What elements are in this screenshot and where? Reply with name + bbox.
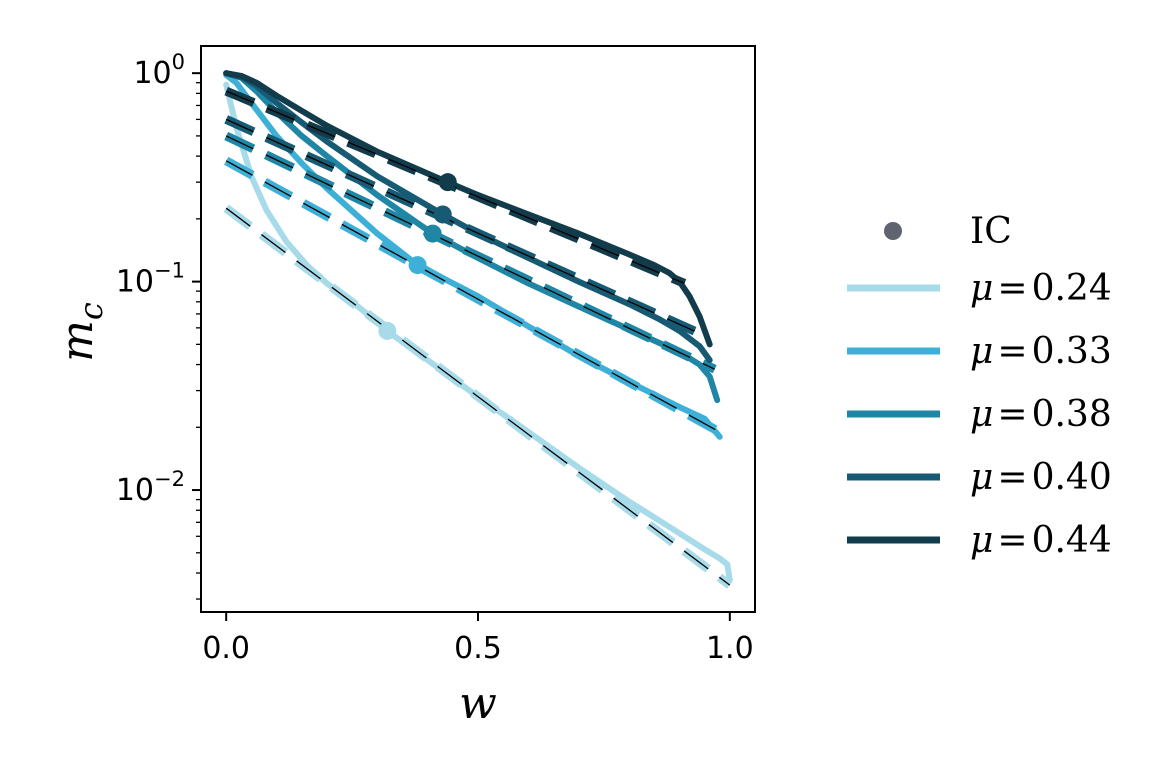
legend-item-4: μ = 0.44	[847, 520, 1112, 561]
legend-mu-3: μ	[970, 457, 993, 498]
series-2	[223, 70, 721, 404]
legend-item-2: μ = 0.38	[847, 394, 1112, 435]
legend-item-3: μ = 0.40	[847, 457, 1112, 498]
legend-ic-marker	[884, 222, 902, 240]
legend-item-0: μ = 0.24	[847, 268, 1112, 309]
fit-line-0	[225, 207, 731, 586]
fit-line-1	[225, 160, 721, 433]
ic-point-1	[408, 256, 427, 275]
y-tick-base-1: 10	[116, 265, 154, 300]
y-axis-label-main: m	[52, 320, 103, 362]
legend: ICμ = 0.24μ = 0.33μ = 0.38μ = 0.40μ = 0.44	[847, 211, 1112, 561]
y-tick-exp-0: 0	[172, 50, 185, 74]
legend-ic-label: IC	[970, 211, 1012, 252]
legend-value-3: 0.40	[1032, 457, 1112, 498]
legend-mu-1: μ	[970, 331, 993, 372]
legend-label-2: μ = 0.38	[970, 394, 1112, 435]
legend-label-0: μ = 0.24	[970, 268, 1112, 309]
legend-mu-4: μ	[970, 520, 993, 561]
y-tick-label-1: 10−1	[116, 259, 185, 300]
ic-point-4	[438, 173, 457, 192]
fit-line-4	[225, 90, 685, 284]
ic-point-2	[423, 224, 442, 243]
series-1	[223, 72, 723, 440]
y-tick-base-0: 10	[133, 56, 171, 91]
legend-mu-0: μ	[970, 268, 993, 309]
y-tick-label-2: 10−2	[116, 467, 185, 508]
y-tick-label-0: 100	[133, 50, 185, 91]
x-tick-label-2: 1.0	[706, 631, 754, 666]
legend-value-2: 0.38	[1032, 394, 1112, 435]
legend-eq-1: =	[997, 331, 1027, 372]
legend-eq-2: =	[997, 394, 1027, 435]
fit-line-2	[225, 135, 715, 370]
legend-mu-2: μ	[970, 394, 993, 435]
legend-label-4: μ = 0.44	[970, 520, 1112, 561]
svg-text:mc: mc	[52, 302, 110, 362]
x-tick-label-1: 0.5	[454, 631, 502, 666]
series-4	[223, 70, 713, 348]
legend-eq-0: =	[997, 268, 1027, 309]
x-axis-label: w	[459, 678, 497, 729]
legend-value-0: 0.24	[1032, 268, 1112, 309]
legend-value-4: 0.44	[1032, 520, 1112, 561]
series-layer	[223, 70, 733, 589]
series-line-3	[223, 70, 713, 364]
ic-point-3	[433, 205, 452, 224]
legend-label-3: μ = 0.40	[970, 457, 1112, 498]
y-tick-exp-1: −1	[154, 259, 185, 283]
legend-item-ic: IC	[884, 211, 1012, 252]
x-tick-label-0: 0.0	[202, 631, 250, 666]
legend-item-1: μ = 0.33	[847, 331, 1112, 372]
legend-label-1: μ = 0.33	[970, 331, 1112, 372]
ic-point-0	[378, 321, 397, 340]
y-axis-label-sub: c	[72, 302, 110, 320]
series-3	[223, 70, 713, 364]
y-tick-exp-2: −2	[154, 467, 185, 491]
legend-eq-4: =	[997, 520, 1027, 561]
y-axis-label: mc	[52, 302, 110, 362]
y-tick-base-2: 10	[116, 473, 154, 508]
series-0	[223, 81, 733, 589]
legend-eq-3: =	[997, 457, 1027, 498]
legend-value-1: 0.33	[1032, 331, 1112, 372]
